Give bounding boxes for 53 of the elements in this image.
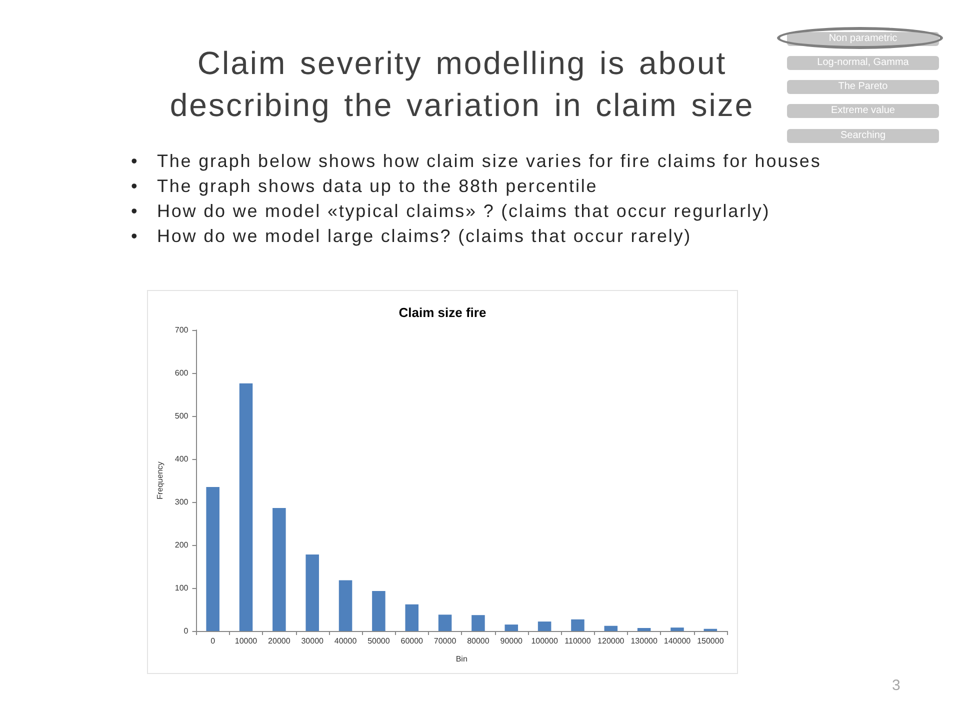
bar <box>272 508 286 631</box>
y-tick-label: 500 <box>174 412 189 420</box>
text: • The graph below shows how claim size varies for fire claims for houses <box>131 150 822 173</box>
text: 3 <box>892 677 900 694</box>
x-tick-label: 140000 <box>664 636 692 646</box>
bar <box>504 624 518 631</box>
x-tick-label: 120000 <box>598 636 625 646</box>
tab-button: The Pareto <box>787 80 939 94</box>
text: • The graph shows data up to the 88th percentile <box>131 175 598 198</box>
text: • How do we model large claims? (claims that occur rarely) <box>131 225 692 248</box>
x-tick-label: 110000 <box>564 636 592 646</box>
bar <box>538 622 552 631</box>
bar <box>338 580 352 631</box>
bar <box>670 628 684 631</box>
bar <box>604 626 618 631</box>
tab-button: Searching <box>787 129 939 143</box>
y-tick-label: 0 <box>184 626 189 636</box>
x-tick-label: 40000 <box>334 636 358 646</box>
x-tick-label: 60000 <box>400 636 424 646</box>
bar <box>206 486 220 631</box>
y-tick-label: 400 <box>174 454 189 464</box>
bar <box>438 614 452 631</box>
x-tick-label: 150000 <box>697 636 724 646</box>
bar <box>472 615 485 631</box>
x-tick-label: 90000 <box>500 636 524 646</box>
text: • How do we model «typical claims» ? (claims that occur regurlarly) <box>131 200 770 223</box>
x-tick-label: 80000 <box>467 636 490 646</box>
x-tick-label: 10000 <box>234 636 258 646</box>
x-tick-label: 0 <box>210 636 216 646</box>
bar <box>372 591 386 631</box>
bar <box>306 554 319 631</box>
tab-button: Log-normal, Gamma <box>787 56 939 70</box>
tab-button: Non parametric <box>787 32 939 46</box>
y-tick-label: 700 <box>174 326 189 334</box>
x-tick-label: 50000 <box>368 636 390 646</box>
y-tick-label: 300 <box>174 498 189 506</box>
y-tick-label: 600 <box>174 368 189 378</box>
chart-title: Claim severity modelling is about describing the variation in claim size <box>168 44 756 125</box>
x-tick-label: 30000 <box>301 636 324 646</box>
bar <box>405 604 418 631</box>
y-tick-label: 100 <box>174 584 189 592</box>
x-tick-label: 100000 <box>531 636 558 646</box>
x-tick-label: 20000 <box>268 636 291 646</box>
y-tick-label: 200 <box>174 540 189 550</box>
bar <box>239 383 253 631</box>
x-tick-label: 70000 <box>434 636 457 646</box>
x-axis-title: Bin <box>456 654 468 664</box>
y-axis-title: Frequency <box>156 462 164 500</box>
bar <box>637 628 651 631</box>
x-tick-label: 130000 <box>630 636 658 646</box>
tab-button: Extreme value <box>787 104 939 118</box>
bar <box>571 619 584 631</box>
chart-subtitle: Claim size fire <box>398 305 486 320</box>
